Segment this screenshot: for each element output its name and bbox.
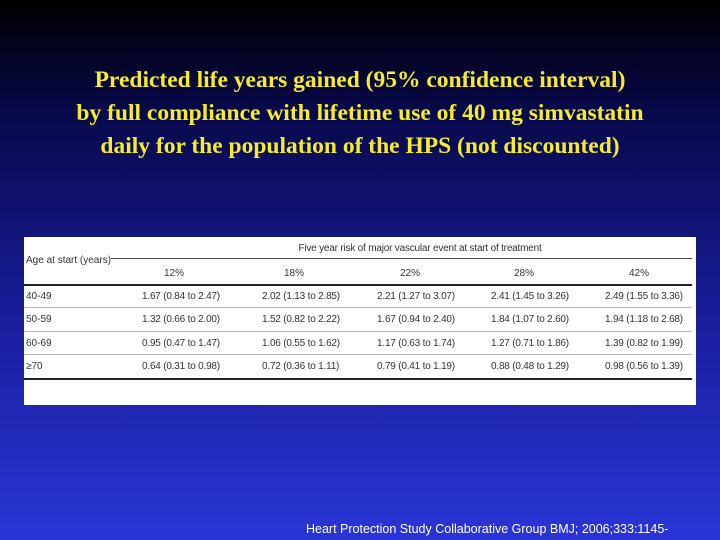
age-cell: 60-69: [26, 338, 52, 349]
column-header: 28%: [513, 268, 534, 279]
bottom-rule: [24, 378, 692, 380]
row-rule: [24, 331, 692, 332]
table-cell: 1.67 (0.94 to 2.40): [377, 314, 455, 325]
table-cell: 0.95 (0.47 to 1.47): [142, 338, 220, 349]
table-caption: Five year risk of major vascular event a…: [298, 243, 542, 254]
age-cell: 40-49: [26, 291, 52, 302]
age-cell: 50-59: [26, 314, 52, 325]
row-header: Age at start (years): [26, 255, 112, 266]
title-line-2: by full compliance with lifetime use of …: [76, 100, 644, 126]
table-cell: 2.21 (1.27 to 3.07): [377, 291, 455, 302]
table-cell: 2.49 (1.55 to 3.36): [605, 291, 683, 302]
header-rule: [24, 284, 692, 286]
table-cell: 1.84 (1.07 to 2.60): [491, 314, 569, 325]
table-cell: 2.02 (1.13 to 2.85): [262, 291, 340, 302]
slide-title: Predicted life years gained (95% confide…: [0, 64, 720, 163]
citation-footer: Heart Protection Study Collaborative Gro…: [306, 522, 669, 536]
caption-rule: [111, 258, 692, 259]
table-cell: 0.98 (0.56 to 1.39): [605, 361, 683, 372]
table-cell: 1.67 (0.84 to 2.47): [142, 291, 220, 302]
age-cell: ≥70: [26, 361, 43, 372]
column-header: 18%: [283, 268, 304, 279]
column-header: 12%: [163, 268, 184, 279]
table-cell: 0.79 (0.41 to 1.19): [377, 361, 455, 372]
table-cell: 1.17 (0.63 to 1.74): [377, 338, 455, 349]
results-table: Five year risk of major vascular event a…: [24, 237, 696, 405]
column-header: 22%: [399, 268, 420, 279]
table-cell: 1.39 (0.82 to 1.99): [605, 338, 683, 349]
table-cell: 0.88 (0.48 to 1.29): [491, 361, 569, 372]
table-cell: 1.06 (0.55 to 1.62): [262, 338, 340, 349]
table-cell: 1.27 (0.71 to 1.86): [491, 338, 569, 349]
table-cell: 0.72 (0.36 to 1.11): [262, 361, 340, 372]
table-cell: 0.64 (0.31 to 0.98): [142, 361, 220, 372]
column-header: 42%: [628, 268, 649, 279]
title-line-3: daily for the population of the HPS (not…: [100, 133, 620, 159]
table-cell: 2.41 (1.45 to 3.26): [491, 291, 569, 302]
title-line-1: Predicted life years gained (95% confide…: [94, 67, 626, 93]
row-rule: [24, 354, 692, 355]
table-cell: 1.32 (0.66 to 2.00): [142, 314, 220, 325]
row-rule: [24, 307, 692, 308]
table-cell: 1.52 (0.82 to 2.22): [262, 314, 340, 325]
table-cell: 1.94 (1.18 to 2.68): [605, 314, 683, 325]
